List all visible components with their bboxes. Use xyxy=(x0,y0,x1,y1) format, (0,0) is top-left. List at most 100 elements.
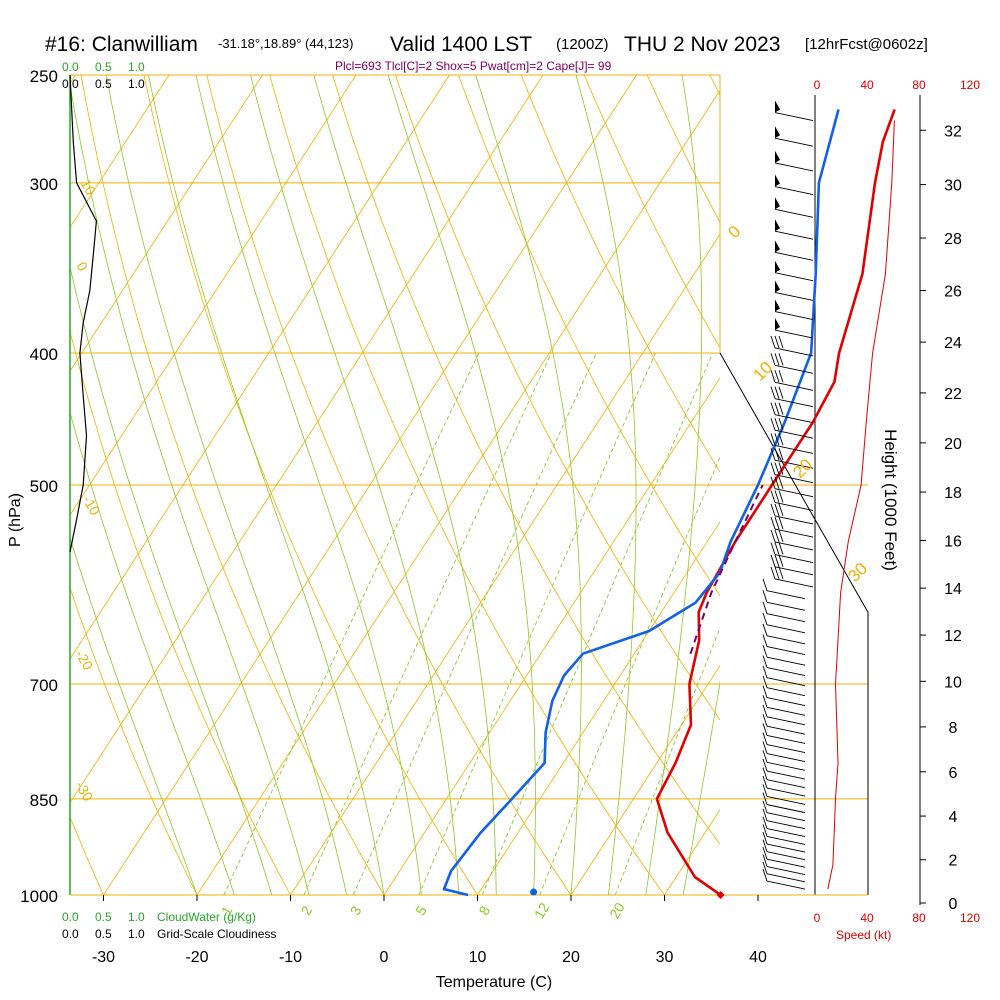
wind-barb-staff xyxy=(774,459,814,469)
moist-adiabat xyxy=(575,75,637,895)
wind-barb-feather xyxy=(774,554,780,567)
wind-barb-feather xyxy=(770,529,776,543)
wind-barb-feather xyxy=(762,723,768,736)
wind-barb-feather xyxy=(774,353,780,366)
wind-barb xyxy=(762,775,806,797)
wind-barb xyxy=(762,767,806,789)
wind-barb-feather xyxy=(778,335,784,349)
height-tick-label: 18 xyxy=(944,485,962,502)
station-coords: -31.18°,18.89° (44,123) xyxy=(218,36,353,51)
y-axis-label: P (hPa) xyxy=(7,493,24,547)
forecast-run: [12hrFcst@0602z] xyxy=(805,36,928,53)
moist-adiabat xyxy=(475,75,582,895)
speed-top-120: 120 xyxy=(960,78,980,92)
wind-barb-staff xyxy=(774,162,814,172)
wind-barb xyxy=(762,634,806,656)
dry-adiabat xyxy=(520,75,720,473)
wind-panel-edge xyxy=(719,352,869,895)
moist-adiabat xyxy=(195,75,422,895)
wind-barb-staff xyxy=(766,880,806,890)
wind-barb-feather xyxy=(762,847,768,860)
dry-adiabat xyxy=(332,75,720,845)
wind-barb-staff xyxy=(766,687,806,697)
wind-barb-feather xyxy=(774,490,780,503)
wind-barb-feather xyxy=(762,800,768,813)
wind-barb-feather xyxy=(762,732,768,745)
wind-barb-staff xyxy=(766,804,806,814)
wind-barb-feather xyxy=(762,704,768,717)
wind-barb-feather xyxy=(762,655,768,668)
wind-barb-staff xyxy=(774,578,814,588)
speed-top-0: 0 xyxy=(814,78,821,92)
wind-barb-feather xyxy=(762,601,768,614)
wind-barb-feather xyxy=(762,644,768,658)
height-tick-label: 32 xyxy=(944,123,962,140)
wind-barb xyxy=(762,800,806,822)
wind-barb-feather xyxy=(762,792,768,805)
speed-bottom-120: 120 xyxy=(960,911,980,925)
wind-barb-feather xyxy=(774,448,780,461)
cloudiness-top-1: 1.0 xyxy=(128,77,145,91)
wind-barb-staff xyxy=(766,843,806,853)
wind-barb xyxy=(762,784,806,805)
wind-barb-pennant xyxy=(775,299,780,312)
wind-barb-feather xyxy=(770,370,776,383)
wind-barb xyxy=(762,741,806,762)
wind-barb-feather xyxy=(762,839,768,852)
wind-barb-feather xyxy=(774,386,780,399)
wind-barb xyxy=(762,839,806,861)
wind-barb-staff xyxy=(774,364,814,374)
wind-barb xyxy=(762,665,806,687)
stability-indices: Plcl=693 Tlcl[C]=2 Shox=5 Pwat[cm]=2 Cap… xyxy=(335,59,612,73)
series-layer xyxy=(69,74,896,899)
cloudiness-top-05: 0.5 xyxy=(95,77,112,91)
wind-barb-feather xyxy=(774,542,780,555)
dry-adiabat xyxy=(269,75,665,895)
wind-barb-staff xyxy=(774,311,814,320)
wind-barb-pennant xyxy=(775,126,780,139)
wind-barb-staff xyxy=(766,835,806,845)
wind-barb-staff xyxy=(766,601,806,611)
wind-barb-staff xyxy=(774,444,814,454)
wind-barb-feather xyxy=(762,767,768,780)
moist-adiabat xyxy=(148,75,385,895)
wind-barb-staff xyxy=(766,858,806,868)
wind-barb-feather xyxy=(762,578,768,591)
cloudwater-bottom-0: 0.0 xyxy=(62,910,79,924)
cloudwater-top-05: 0.5 xyxy=(95,60,112,74)
wind-barb-feather xyxy=(778,554,784,567)
cloudwater-bottom-1: 1.0 xyxy=(128,910,145,924)
wind-barb xyxy=(770,529,814,551)
wind-barb xyxy=(770,402,814,424)
theta-label: 0 xyxy=(724,222,744,242)
pressure-tick-label: 1000 xyxy=(20,887,58,906)
wind-barb-staff xyxy=(774,414,814,424)
wind-barb-staff xyxy=(766,706,806,716)
moist-adiabat xyxy=(70,265,273,895)
wind-barb-staff xyxy=(766,697,806,707)
wind-barb-staff xyxy=(766,787,806,797)
wind-barb-staff xyxy=(774,528,814,538)
mixing-ratio-line xyxy=(614,627,720,895)
wind-barb xyxy=(762,601,806,623)
wind-barb xyxy=(762,623,806,645)
wind-barb-staff xyxy=(774,272,814,282)
mixing-ratio-line xyxy=(481,352,714,895)
height-axis-label: Height (1000 Feet) xyxy=(881,429,900,571)
wind-barb xyxy=(770,516,814,538)
wind-barb-feather xyxy=(762,695,768,708)
wind-barb-feather xyxy=(762,784,768,797)
wind-barb-pennant xyxy=(775,100,780,113)
wind-barb xyxy=(762,824,806,845)
mixing-ratio-line xyxy=(539,455,720,895)
wind-barb-staff xyxy=(766,828,806,838)
wind-barb-staff xyxy=(766,761,806,771)
moist-adiabat xyxy=(313,75,497,895)
wind-barb-feather xyxy=(762,750,768,763)
wind-speed-profile xyxy=(827,120,895,890)
wind-barb-feather xyxy=(770,566,776,580)
wind-barb-feather xyxy=(762,634,768,647)
wind-barb-staff xyxy=(774,554,814,563)
wind-barb-pennant xyxy=(775,240,780,253)
